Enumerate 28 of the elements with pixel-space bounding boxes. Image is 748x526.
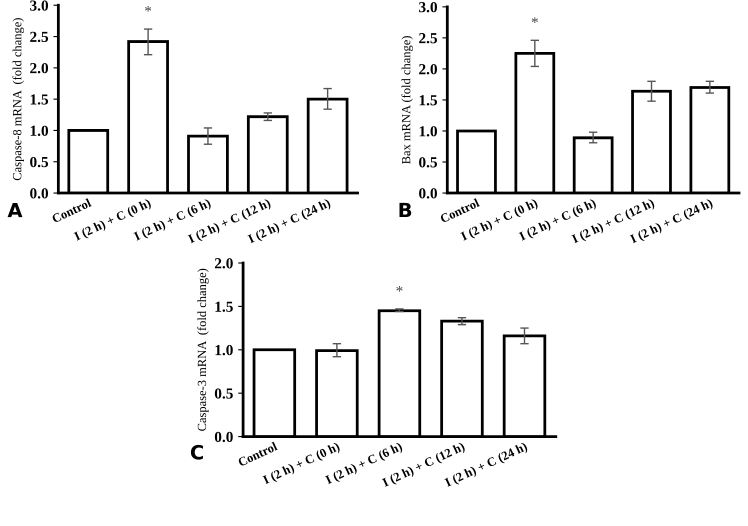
text: C [190,444,203,460]
text: A [8,203,22,218]
y-tick-label: 2.5 [30,32,48,42]
y-tick-label: 0.5 [419,157,438,168]
y-tick-label: 2.5 [419,33,438,44]
text: B [400,202,412,218]
y-tick-label: 1.0 [420,126,437,136]
y-tick-label: 2.0 [419,64,437,74]
y-axis-title: Caspase-3 mRNA (fold change) [197,268,209,431]
y-tick-label: 2.0 [214,258,233,269]
y-tick-label: 0.0 [30,188,48,199]
y-tick-label: 1.5 [30,94,48,105]
y-tick-label: 2.0 [30,62,48,74]
y-tick-label: 0.0 [419,188,437,199]
y-axis-title: Bax mRNA (fold change) [401,36,413,164]
y-tick-label: 1.5 [216,302,233,312]
y-tick-label: 1.0 [216,344,233,356]
y-tick-label: 1.0 [30,126,48,136]
y-tick-label: 0.5 [30,156,48,168]
annotation: * [532,17,538,23]
y-tick-label: 1.5 [420,95,438,106]
annotation: * [145,6,152,12]
y-tick-label: 3.0 [30,0,48,11]
y-tick-label: 3.0 [419,2,437,12]
y-axis-title: Caspase-8 mRNA (fold change) [12,18,24,180]
annotation: * [396,286,403,292]
y-tick-label: 0.5 [214,388,233,399]
y-tick-label: 0.0 [214,432,233,442]
